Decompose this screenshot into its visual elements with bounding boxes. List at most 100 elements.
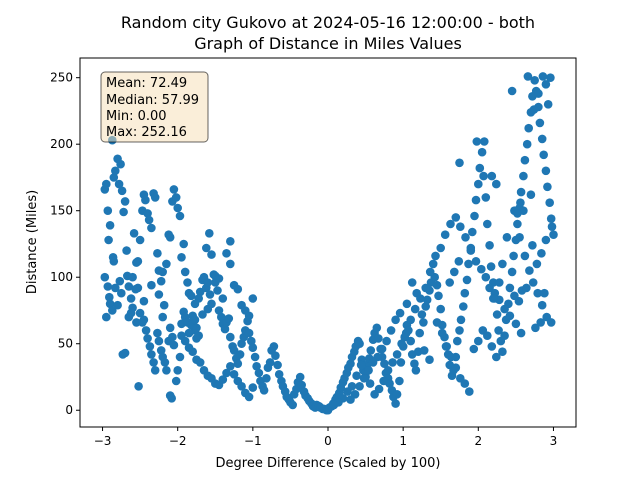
data-point [537, 249, 546, 258]
data-point [113, 300, 122, 310]
data-point [226, 237, 235, 246]
data-point [188, 347, 197, 357]
data-point [421, 283, 431, 293]
data-point [539, 150, 548, 160]
data-point [162, 259, 171, 269]
data-point [180, 336, 190, 346]
data-point [100, 272, 110, 282]
data-point [364, 366, 373, 375]
data-point [359, 374, 369, 383]
data-point [205, 229, 214, 238]
data-point [273, 360, 282, 370]
data-point [541, 166, 551, 176]
data-point [386, 326, 396, 335]
data-point [248, 294, 258, 303]
y-tick-label: 50 [58, 337, 73, 351]
data-point [422, 295, 432, 305]
x-tick-label: −1 [244, 434, 262, 448]
data-point [175, 211, 185, 221]
data-point [122, 246, 131, 255]
data-point [388, 358, 397, 367]
data-point [153, 249, 162, 258]
data-point [446, 219, 455, 229]
data-point [198, 310, 207, 319]
data-point [173, 366, 182, 375]
data-point [401, 328, 411, 338]
data-point [244, 392, 254, 402]
data-point [536, 318, 545, 327]
data-point [425, 267, 435, 277]
data-point [434, 291, 443, 301]
data-point [528, 241, 537, 250]
data-point [135, 235, 145, 245]
data-point [205, 290, 215, 299]
data-point [143, 334, 152, 343]
data-point [391, 315, 400, 325]
data-point [192, 323, 201, 333]
data-point [109, 173, 119, 182]
data-point [412, 288, 422, 298]
data-point [481, 193, 491, 202]
data-point [207, 250, 216, 259]
data-point [356, 360, 366, 370]
data-point [549, 230, 558, 239]
data-point [537, 300, 547, 310]
data-point [237, 382, 246, 391]
data-point [244, 328, 254, 338]
data-point [139, 315, 149, 325]
data-point [513, 209, 522, 218]
data-point [415, 328, 425, 338]
data-point [103, 282, 113, 291]
data-point [150, 366, 160, 375]
data-point [195, 358, 205, 367]
data-point [297, 380, 307, 390]
data-point [129, 229, 139, 238]
data-point [507, 86, 517, 96]
data-point [111, 166, 120, 176]
data-point [247, 336, 256, 346]
data-point [483, 219, 492, 229]
data-point [516, 198, 525, 207]
data-point [124, 312, 134, 322]
data-point [417, 310, 427, 319]
data-point [436, 243, 446, 253]
data-point [237, 339, 246, 349]
data-point [515, 233, 524, 242]
data-point [158, 312, 167, 322]
data-point [534, 89, 543, 98]
data-point [104, 235, 113, 245]
data-point [516, 328, 526, 338]
stats-box: Mean: 72.49 Median: 57.99 Min: 0.00 Max:… [100, 71, 209, 143]
data-point [507, 267, 517, 277]
data-point [194, 331, 203, 341]
data-point [428, 259, 438, 269]
data-point [169, 340, 179, 350]
data-point [355, 382, 364, 391]
data-point [425, 355, 434, 365]
data-point [480, 137, 489, 146]
data-point [214, 274, 224, 283]
data-point [502, 233, 512, 242]
data-point [525, 266, 534, 275]
data-point [509, 251, 518, 261]
data-point [135, 308, 145, 318]
data-point [397, 339, 406, 349]
data-point [377, 344, 387, 354]
data-point [524, 123, 533, 133]
data-point [411, 366, 421, 375]
data-point [485, 241, 494, 250]
chart-title-line-2: Graph of Distance in Miles Values [194, 34, 462, 53]
data-point [474, 179, 483, 189]
data-point [475, 163, 485, 173]
data-point [498, 347, 507, 357]
data-point [487, 171, 497, 181]
data-point [445, 278, 455, 287]
data-point [141, 326, 151, 335]
data-point [514, 296, 524, 306]
data-point [190, 315, 200, 325]
data-point [160, 358, 170, 367]
data-point [455, 326, 464, 335]
data-point [177, 252, 186, 262]
data-point [382, 336, 391, 346]
data-point [492, 352, 501, 362]
